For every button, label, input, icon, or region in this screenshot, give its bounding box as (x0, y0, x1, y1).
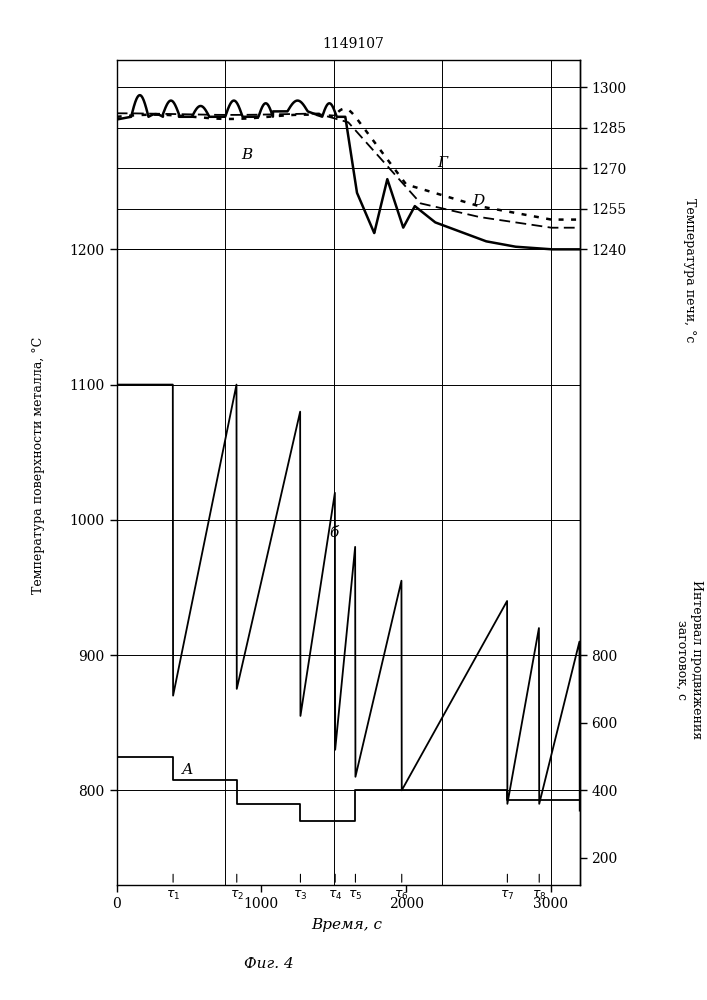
Text: $\tau_4$: $\tau_4$ (328, 889, 342, 902)
Text: $\tau_3$: $\tau_3$ (293, 889, 308, 902)
Text: $\tau_5$: $\tau_5$ (349, 889, 363, 902)
Text: Фиг. 4: Фиг. 4 (244, 957, 293, 971)
Text: $\tau_1$: $\tau_1$ (166, 889, 180, 902)
Text: А: А (182, 763, 193, 777)
Text: $\tau_7$: $\tau_7$ (500, 889, 515, 902)
Text: Температура печи, °с: Температура печи, °с (683, 198, 696, 342)
Text: Время, с: Время, с (311, 918, 382, 932)
Text: 1149107: 1149107 (322, 37, 385, 51)
Text: $\tau_2$: $\tau_2$ (230, 889, 244, 902)
Text: D: D (472, 194, 484, 208)
Text: Температура поверхности металла, °С: Температура поверхности металла, °С (33, 336, 45, 594)
Text: б: б (329, 526, 339, 540)
Text: В: В (241, 148, 252, 162)
Text: $\tau_8$: $\tau_8$ (532, 889, 547, 902)
Text: Г: Г (437, 156, 448, 170)
Text: $\tau_6$: $\tau_6$ (395, 889, 409, 902)
Text: Интервал продвижения
заготовок, с: Интервал продвижения заготовок, с (675, 580, 703, 740)
